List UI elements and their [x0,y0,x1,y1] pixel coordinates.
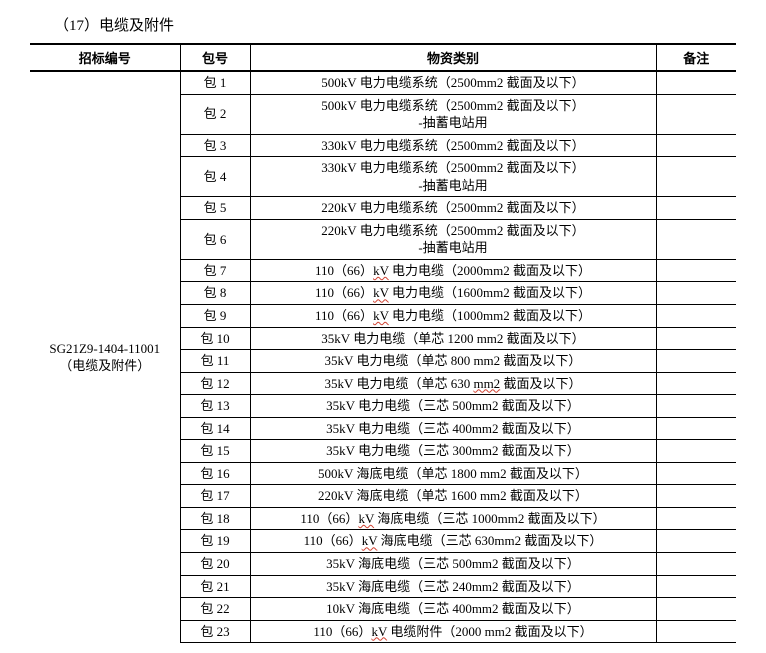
pkg-cell: 包 20 [180,553,250,576]
desc-cell: 110（66）kV 电力电缆（1000mm2 截面及以下） [250,305,656,328]
pkg-cell: 包 23 [180,620,250,643]
pkg-cell: 包 1 [180,71,250,94]
header-note: 备注 [656,44,736,71]
note-cell [656,197,736,220]
bid-number-cell: SG21Z9-1404-11001（电缆及附件） [30,71,180,643]
note-cell [656,620,736,643]
pkg-cell: 包 17 [180,485,250,508]
note-cell [656,395,736,418]
note-cell [656,327,736,350]
note-cell [656,219,736,259]
desc-cell: 500kV 电力电缆系统（2500mm2 截面及以下）-抽蓄电站用 [250,94,656,134]
note-cell [656,305,736,328]
note-cell [656,259,736,282]
note-cell [656,282,736,305]
desc-cell: 35kV 电力电缆（三芯 500mm2 截面及以下） [250,395,656,418]
desc-cell: 35kV 电力电缆（单芯 630 mm2 截面及以下） [250,372,656,395]
pkg-cell: 包 19 [180,530,250,553]
table-header-row: 招标编号 包号 物资类别 备注 [30,44,736,71]
pkg-cell: 包 3 [180,134,250,157]
desc-cell: 110（66）kV 电力电缆（2000mm2 截面及以下） [250,259,656,282]
note-cell [656,71,736,94]
header-desc: 物资类别 [250,44,656,71]
note-cell [656,598,736,621]
desc-cell: 220kV 电力电缆系统（2500mm2 截面及以下） [250,197,656,220]
note-cell [656,157,736,197]
pkg-cell: 包 2 [180,94,250,134]
pkg-cell: 包 4 [180,157,250,197]
pkg-cell: 包 18 [180,507,250,530]
pkg-cell: 包 6 [180,219,250,259]
note-cell [656,372,736,395]
pkg-cell: 包 10 [180,327,250,350]
desc-cell: 500kV 电力电缆系统（2500mm2 截面及以下） [250,71,656,94]
note-cell [656,485,736,508]
desc-cell: 220kV 电力电缆系统（2500mm2 截面及以下）-抽蓄电站用 [250,219,656,259]
note-cell [656,507,736,530]
pkg-cell: 包 15 [180,440,250,463]
desc-cell: 110（66）kV 电缆附件（2000 mm2 截面及以下） [250,620,656,643]
pkg-cell: 包 11 [180,350,250,373]
desc-cell: 500kV 海底电缆（单芯 1800 mm2 截面及以下） [250,462,656,485]
pkg-cell: 包 16 [180,462,250,485]
desc-cell: 330kV 电力电缆系统（2500mm2 截面及以下） [250,134,656,157]
pkg-cell: 包 5 [180,197,250,220]
note-cell [656,417,736,440]
pkg-cell: 包 9 [180,305,250,328]
desc-cell: 110（66）kV 电力电缆（1600mm2 截面及以下） [250,282,656,305]
table-row: SG21Z9-1404-11001（电缆及附件）包 1500kV 电力电缆系统（… [30,71,736,94]
bid-number-line2: （电缆及附件） [34,357,176,375]
note-cell [656,530,736,553]
header-pkg: 包号 [180,44,250,71]
note-cell [656,134,736,157]
note-cell [656,440,736,463]
pkg-cell: 包 13 [180,395,250,418]
pkg-cell: 包 12 [180,372,250,395]
desc-cell: 35kV 电力电缆（单芯 800 mm2 截面及以下） [250,350,656,373]
desc-cell: 110（66）kV 海底电缆（三芯 1000mm2 截面及以下） [250,507,656,530]
cable-table: 招标编号 包号 物资类别 备注 SG21Z9-1404-11001（电缆及附件）… [30,43,736,643]
note-cell [656,575,736,598]
note-cell [656,350,736,373]
desc-cell: 110（66）kV 海底电缆（三芯 630mm2 截面及以下） [250,530,656,553]
note-cell [656,94,736,134]
desc-cell: 35kV 电力电缆（三芯 300mm2 截面及以下） [250,440,656,463]
section-title: （17）电缆及附件 [54,14,736,35]
note-cell [656,553,736,576]
pkg-cell: 包 8 [180,282,250,305]
desc-cell: 35kV 电力电缆（三芯 400mm2 截面及以下） [250,417,656,440]
pkg-cell: 包 14 [180,417,250,440]
desc-cell: 35kV 海底电缆（三芯 500mm2 截面及以下） [250,553,656,576]
pkg-cell: 包 22 [180,598,250,621]
pkg-cell: 包 21 [180,575,250,598]
desc-cell: 10kV 海底电缆（三芯 400mm2 截面及以下） [250,598,656,621]
desc-cell: 35kV 电力电缆（单芯 1200 mm2 截面及以下） [250,327,656,350]
note-cell [656,462,736,485]
desc-cell: 220kV 海底电缆（单芯 1600 mm2 截面及以下） [250,485,656,508]
bid-number-line1: SG21Z9-1404-11001 [34,340,176,358]
header-bid: 招标编号 [30,44,180,71]
desc-cell: 330kV 电力电缆系统（2500mm2 截面及以下）-抽蓄电站用 [250,157,656,197]
pkg-cell: 包 7 [180,259,250,282]
desc-cell: 35kV 海底电缆（三芯 240mm2 截面及以下） [250,575,656,598]
